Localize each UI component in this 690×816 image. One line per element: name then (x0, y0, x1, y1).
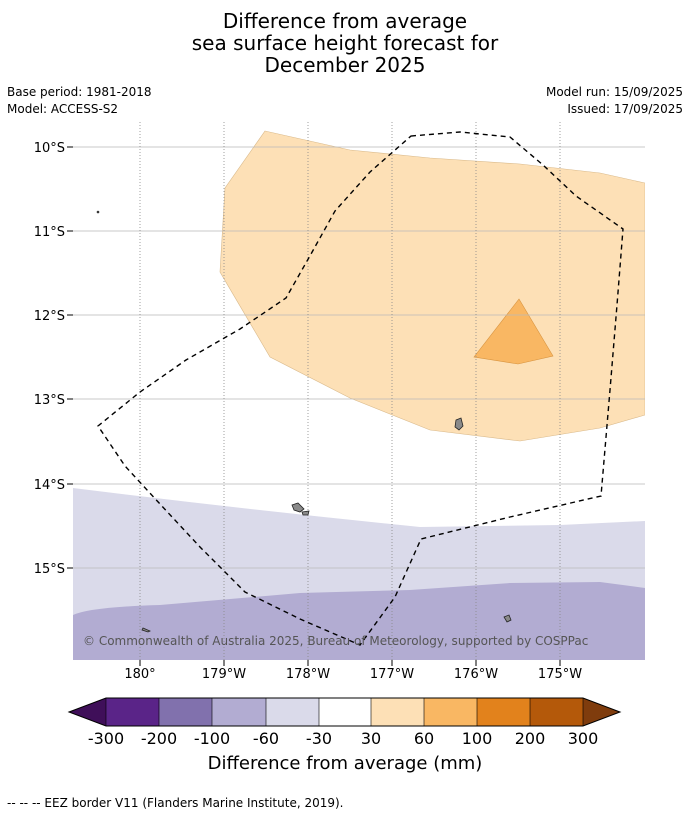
lon-label: 175°W (538, 667, 582, 678)
lon-label: 176°W (454, 667, 498, 678)
model-text: Model: ACCESS-S2 (7, 102, 119, 116)
longitude-labels: 180° 179°W 178°W 177°W 176°W 175°W (124, 667, 582, 678)
lat-label: 12°S (34, 309, 65, 324)
axis-ticks (67, 146, 561, 666)
latitude-gridlines (73, 146, 645, 569)
colorbar-tick-label: 60 (413, 729, 435, 748)
colorbar-swatch (106, 698, 159, 726)
lat-label: 15°S (34, 562, 65, 577)
colorbar-max-extend (583, 698, 620, 726)
lat-label: 10°S (34, 141, 65, 156)
anomaly-region-orange (473, 298, 554, 365)
base-period-text: Base period: 1981-2018 (7, 85, 152, 99)
title-line-2: sea surface height forecast for (191, 31, 499, 55)
forecast-map: 10°S 11°S 12°S 13°S 14°S 15°S 180° 179°W… (34, 122, 645, 678)
colorbar-title: Difference from average (mm) (207, 753, 483, 774)
lon-label: 177°W (370, 667, 414, 678)
colorbar-swatch (371, 698, 424, 726)
colorbar-dividers (105, 698, 584, 726)
issued-text: Issued: 17/09/2025 (567, 102, 683, 116)
copyright-text: © Commonwealth of Australia 2025, Bureau… (83, 634, 588, 648)
title-line-3: December 2025 (264, 53, 426, 77)
colorbar-swatch (212, 698, 266, 726)
anomaly-region-light-orange (219, 130, 645, 442)
colorbar-tick-label: 200 (514, 729, 546, 748)
lon-label: 179°W (202, 667, 246, 678)
eez-border (97, 131, 624, 646)
colorbar-swatch (319, 698, 371, 726)
anomaly-region-medium-purple (73, 582, 645, 660)
lon-label: 178°W (286, 667, 330, 678)
colorbar-swatch (424, 698, 477, 726)
lat-label: 11°S (34, 225, 65, 240)
island (141, 627, 151, 633)
latitude-labels: 10°S 11°S 12°S 13°S 14°S 15°S (34, 141, 65, 577)
meta-right: Model run: 15/09/2025 Issued: 17/09/2025 (546, 84, 683, 118)
chart-title: Difference from average sea surface heig… (0, 10, 690, 76)
colorbar-tick-label: -60 (252, 729, 280, 748)
colorbar (67, 697, 622, 727)
colorbar-tick-label: -100 (193, 729, 231, 748)
colorbar-tick-label: -200 (140, 729, 178, 748)
meta-left: Base period: 1981-2018 Model: ACCESS-S2 (7, 84, 152, 118)
map-plot-area (73, 122, 645, 660)
title-line-1: Difference from average (222, 9, 468, 33)
colorbar-tick-label: 100 (461, 729, 493, 748)
island (503, 614, 512, 623)
colorbar-swatch (266, 698, 319, 726)
island (291, 502, 305, 513)
colorbar-swatch (530, 698, 583, 726)
colorbar-tick-label: -300 (87, 729, 125, 748)
islands (96, 210, 512, 633)
colorbar-tick-label: 30 (360, 729, 382, 748)
colorbar-swatch (477, 698, 530, 726)
eez-footnote: -- -- -- EEZ border V11 (Flanders Marine… (7, 796, 344, 810)
colorbar-min-extend (69, 698, 106, 726)
island (301, 510, 310, 516)
lat-label: 14°S (34, 478, 65, 493)
colorbar-swatch (159, 698, 212, 726)
island (96, 210, 100, 214)
lon-label: 180° (124, 667, 155, 678)
lat-label: 13°S (34, 393, 65, 408)
model-run-text: Model run: 15/09/2025 (545, 85, 683, 99)
colorbar-tick-label: 300 (567, 729, 599, 748)
island (454, 417, 464, 431)
colorbar-tick-label: -30 (305, 729, 333, 748)
